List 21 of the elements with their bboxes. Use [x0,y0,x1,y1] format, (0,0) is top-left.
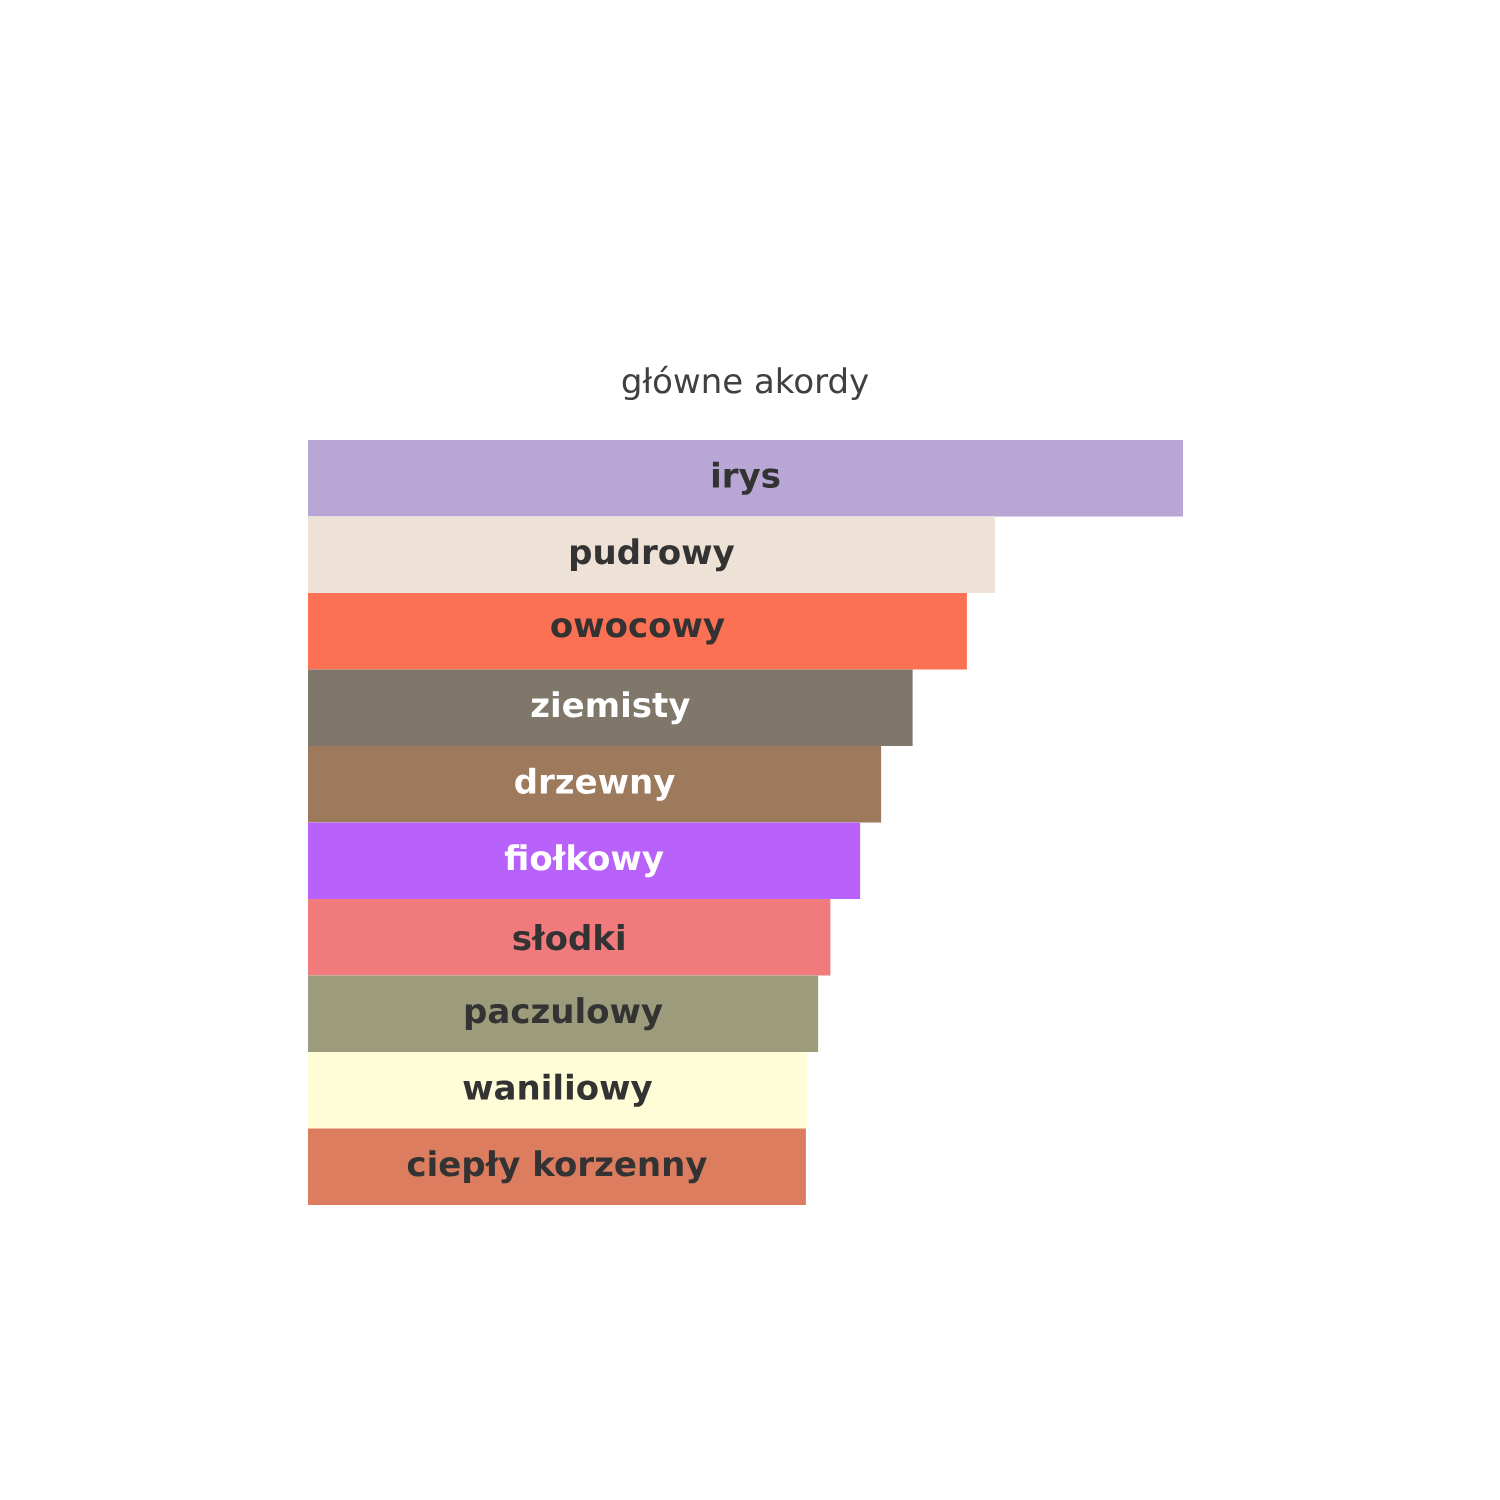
bar [308,975,819,1053]
y-tick-label: ciepły korzenny [407,1150,707,1184]
bar [308,822,861,899]
bar [308,516,995,593]
bar [308,746,882,823]
bar [308,592,967,670]
bar [308,1052,807,1129]
y-tick-label: ziemisty [531,691,690,725]
bar [308,899,831,976]
chart-title: główne akordy [622,365,869,401]
y-tick-label: drzewny [515,767,675,801]
bar [308,439,1184,517]
y-tick-label: pudrowy [571,538,735,572]
y-tick-label: irys [712,461,780,495]
y-tick-label: waniliowy [463,1073,653,1107]
y-tick-label: słodki [513,924,624,951]
y-tick-label: fiołkowy [504,844,664,878]
bar [308,1128,806,1206]
y-tick-label: paczulowy [465,997,663,1031]
bar [308,669,913,746]
y-tick-label: owocowy [551,618,725,645]
